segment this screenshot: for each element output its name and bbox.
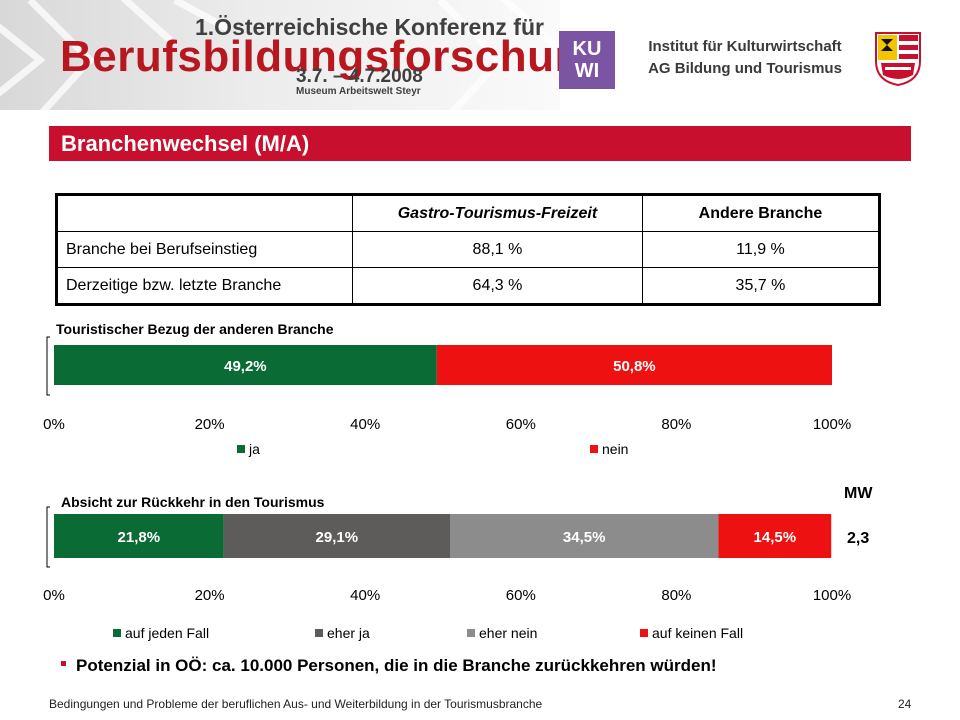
x-tick-label: 60% [506,416,536,433]
table-cell: 11,9 % [641,231,881,268]
x-tick-label: 60% [506,587,536,604]
x-tick-label: 80% [661,587,691,604]
banner-decoration [0,0,560,110]
bar-data-label: 29,1% [316,529,359,546]
bar-data-label: 50,8% [613,358,656,375]
x-tick-label: 20% [195,587,225,604]
table-header-empty [56,194,353,232]
bullet-icon [61,661,66,667]
table-cell: 88,1 % [352,231,643,268]
legend-swatch [467,629,475,637]
title-bar: Branchenwechsel (M/A) [49,126,911,161]
legend-swatch [237,445,245,453]
x-tick-label: 40% [350,416,380,433]
chart-axis [46,506,50,568]
bar-data-label: 21,8% [118,529,161,546]
conference-title-line1: 1.Österreichische Konferenz für [195,14,544,40]
legend-item: auf keinen Fall [640,625,743,641]
table-row: Derzeitige bzw. letzte Branche 64,3 % 35… [56,267,881,305]
conference-dates: 3.7. – 4.7.2008 [296,66,423,87]
table-header-gastro: Gastro-Tourismus-Freizeit [352,194,643,232]
conclusion-text: Potenzial in OÖ: ca. 10.000 Personen, di… [76,656,717,675]
legend-item: eher nein [467,625,537,641]
table-row: Branche bei Berufseinstieg 88,1 % 11,9 % [56,231,881,268]
table-header-other: Andere Branche [641,194,881,232]
slide-title: Branchenwechsel (M/A) [61,131,310,156]
mean-value-label: MW [844,485,873,502]
branch-change-table: Gastro-Tourismus-Freizeit Andere Branche… [55,193,881,306]
legend-label: auf jeden Fall [125,625,210,641]
bar-segment [54,345,437,385]
legend-swatch [113,629,121,637]
table-row-label: Derzeitige bzw. letzte Branche [56,267,353,305]
bar-data-label: 34,5% [563,529,606,546]
x-tick-label: 80% [661,416,691,433]
chart2-title: Absicht zur Rückkehr in den Tourismus [61,494,325,510]
legend-item: ja [237,441,260,457]
mean-value: 2,3 [847,530,870,547]
x-tick-label: 100% [813,416,851,433]
institute-name: Institut für Kulturwirtschaft [648,38,842,55]
table-cell: 35,7 % [641,267,881,305]
logo-line1: KU [572,38,602,60]
legend-label: eher ja [327,625,370,641]
bar-segment [718,514,832,558]
x-tick-label: 100% [813,587,851,604]
bar-segment [223,514,451,558]
legend-swatch [315,629,323,637]
chart-axis [46,336,50,396]
legend-item: eher ja [315,625,370,641]
page-number: 24 [898,697,912,711]
table-header-row: Gastro-Tourismus-Freizeit Andere Branche [56,194,881,232]
bar-data-label: 14,5% [754,529,797,546]
legend-label: ja [249,441,260,457]
chart1-title: Touristischer Bezug der anderen Branche [56,321,334,337]
x-tick-label: 0% [43,416,65,433]
institute-subtitle: AG Bildung und Tourismus [648,60,842,77]
x-tick-label: 20% [195,416,225,433]
x-tick-label: 40% [350,587,380,604]
legend-item: auf jeden Fall [113,625,209,641]
legend-swatch [640,629,648,637]
bar-data-label: 49,2% [224,358,267,375]
logo-line2: WI [574,60,600,82]
footer-text: Bedingungen und Probleme der beruflichen… [49,697,543,711]
bar-segment [436,345,832,385]
legend-label: nein [602,441,629,457]
conference-venue: Museum Arbeitswelt Steyr [296,86,421,97]
conference-title-line2: Berufsbildungsforschung [60,32,560,81]
bar-segment [450,514,719,558]
table-row-label: Branche bei Berufseinstieg [56,231,353,268]
legend-item: nein [590,441,628,457]
legend-label: auf keinen Fall [652,625,744,641]
x-tick-label: 0% [43,587,65,604]
kuwi-logo: KU WI [559,31,615,89]
upper-austria-crest-icon [875,32,921,87]
legend-swatch [590,445,598,453]
bar-segment [54,514,224,558]
legend-label: eher nein [479,625,538,641]
conclusion-bullet: Potenzial in OÖ: ca. 10.000 Personen, di… [61,656,717,676]
table-cell: 64,3 % [352,267,643,305]
conference-banner: 1.Österreichische Konferenz für Berufsbi… [0,0,560,110]
